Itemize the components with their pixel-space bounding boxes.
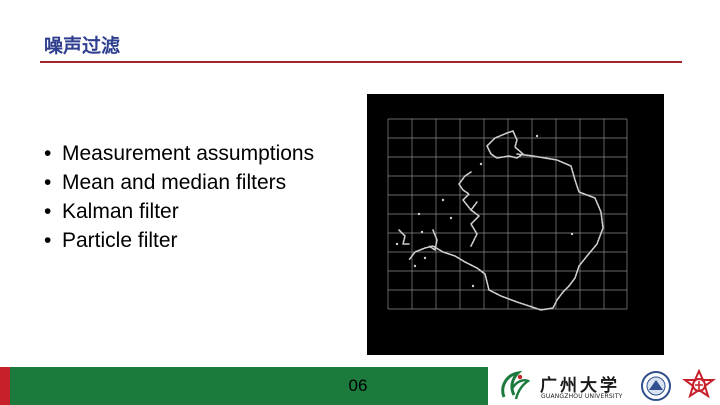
university-name-en: GUANGZHOU UNIVERSITY [541,393,623,400]
bullet-item: • Mean and median filters [44,168,314,197]
bullet-list: • Measurement assumptions • Mean and media… [44,139,314,255]
bullet-text: Kalman filter [62,200,179,223]
trajectory-plot-svg [387,118,628,311]
slide-title: 噪声过滤 [44,35,121,57]
university-name-cn: 广州大学 [540,376,620,396]
title-underline [40,61,682,63]
bullet-dot: • [44,142,52,165]
bullet-dot: • [44,229,52,252]
bullet-text: Mean and median filters [62,171,287,194]
bullet-text: Particle filter [62,229,178,252]
university-seal-icon [641,371,671,401]
noisy-trajectory [398,130,604,311]
plot-grid [387,118,628,310]
bullet-dot: • [44,200,52,223]
bullet-text: Measurement assumptions [62,142,315,165]
noisy-trajectory-figure [367,94,664,355]
bullet-dot: • [44,171,52,194]
bullet-item: • Measurement assumptions [44,139,314,168]
footer-red-accent [0,367,10,405]
bullet-item: • Kalman filter [44,197,314,226]
outlier-points [395,134,574,288]
university-emblem-icon [501,370,530,400]
school-badge-icon [682,369,716,399]
footer-logo-area [488,367,720,405]
page-number: 06 [348,376,368,395]
bullet-item: • Particle filter [44,226,314,255]
